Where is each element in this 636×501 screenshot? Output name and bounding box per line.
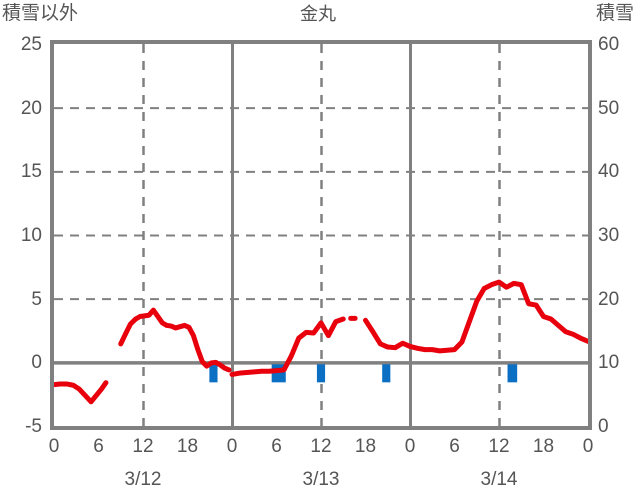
x-axis-day-label: 3/12 (124, 469, 162, 490)
plot-area (50, 40, 592, 430)
x-axis-tick-label: 18 (354, 436, 377, 457)
x-axis-tick-label: 12 (132, 436, 154, 457)
x-axis-tick-label: 0 (404, 436, 416, 457)
y-axis-right-tick-label: 50 (598, 97, 620, 119)
y-axis-left-tick-label: 20 (20, 97, 42, 119)
x-axis-day-label: 3/13 (302, 469, 340, 490)
chart-canvas (54, 44, 588, 426)
x-axis-tick-label: 18 (532, 436, 555, 457)
temperature-line-segment (229, 316, 346, 377)
y-axis-left-tick-label: 0 (31, 352, 42, 374)
snow-depth-bar (382, 364, 391, 383)
y-axis-left-tick-label: 25 (20, 34, 42, 55)
y-axis-right-tick-label: 40 (598, 161, 620, 183)
right-axis-title: 積雪 (595, 3, 634, 24)
y-axis-left-tick-label: 10 (20, 225, 42, 246)
temperature-line-segment (118, 307, 232, 373)
x-axis-tick-label: 6 (271, 436, 282, 457)
x-axis-day-label: 3/14 (480, 469, 518, 490)
x-axis-tick-label: 0 (582, 436, 594, 457)
y-axis-right-tick-label: 30 (598, 225, 620, 246)
x-axis-tick-label: 0 (226, 436, 238, 457)
x-axis-tick-label: 18 (176, 436, 199, 457)
y-axis-right-tick-label: 60 (598, 34, 620, 55)
snow-depth-bar (316, 364, 326, 383)
x-axis-tick-label: 6 (93, 436, 104, 457)
snow-depth-bar (209, 364, 218, 383)
y-axis-right-tick-label: 20 (598, 288, 620, 310)
x-axis-tick-label: 12 (488, 436, 510, 457)
y-axis-left-tick-label: 5 (31, 288, 42, 310)
y-axis-left-tick-label: 15 (20, 161, 42, 183)
x-axis-tick-label: 0 (48, 436, 60, 457)
temperature-line-segment (54, 380, 109, 405)
left-axis-title: 積雪以外 (2, 3, 79, 24)
x-axis-tick-label: 6 (449, 436, 460, 457)
x-axis-tick-label: 12 (310, 436, 332, 457)
temperature-line-segment (363, 279, 588, 354)
plot-inner (54, 44, 588, 426)
y-axis-right-tick-label: 10 (598, 352, 620, 374)
y-axis-left-tick-label: -5 (25, 416, 42, 437)
page-title: 金丸 (300, 4, 336, 24)
y-axis-right-tick-label: 0 (598, 416, 609, 437)
snow-depth-bar (507, 364, 518, 383)
